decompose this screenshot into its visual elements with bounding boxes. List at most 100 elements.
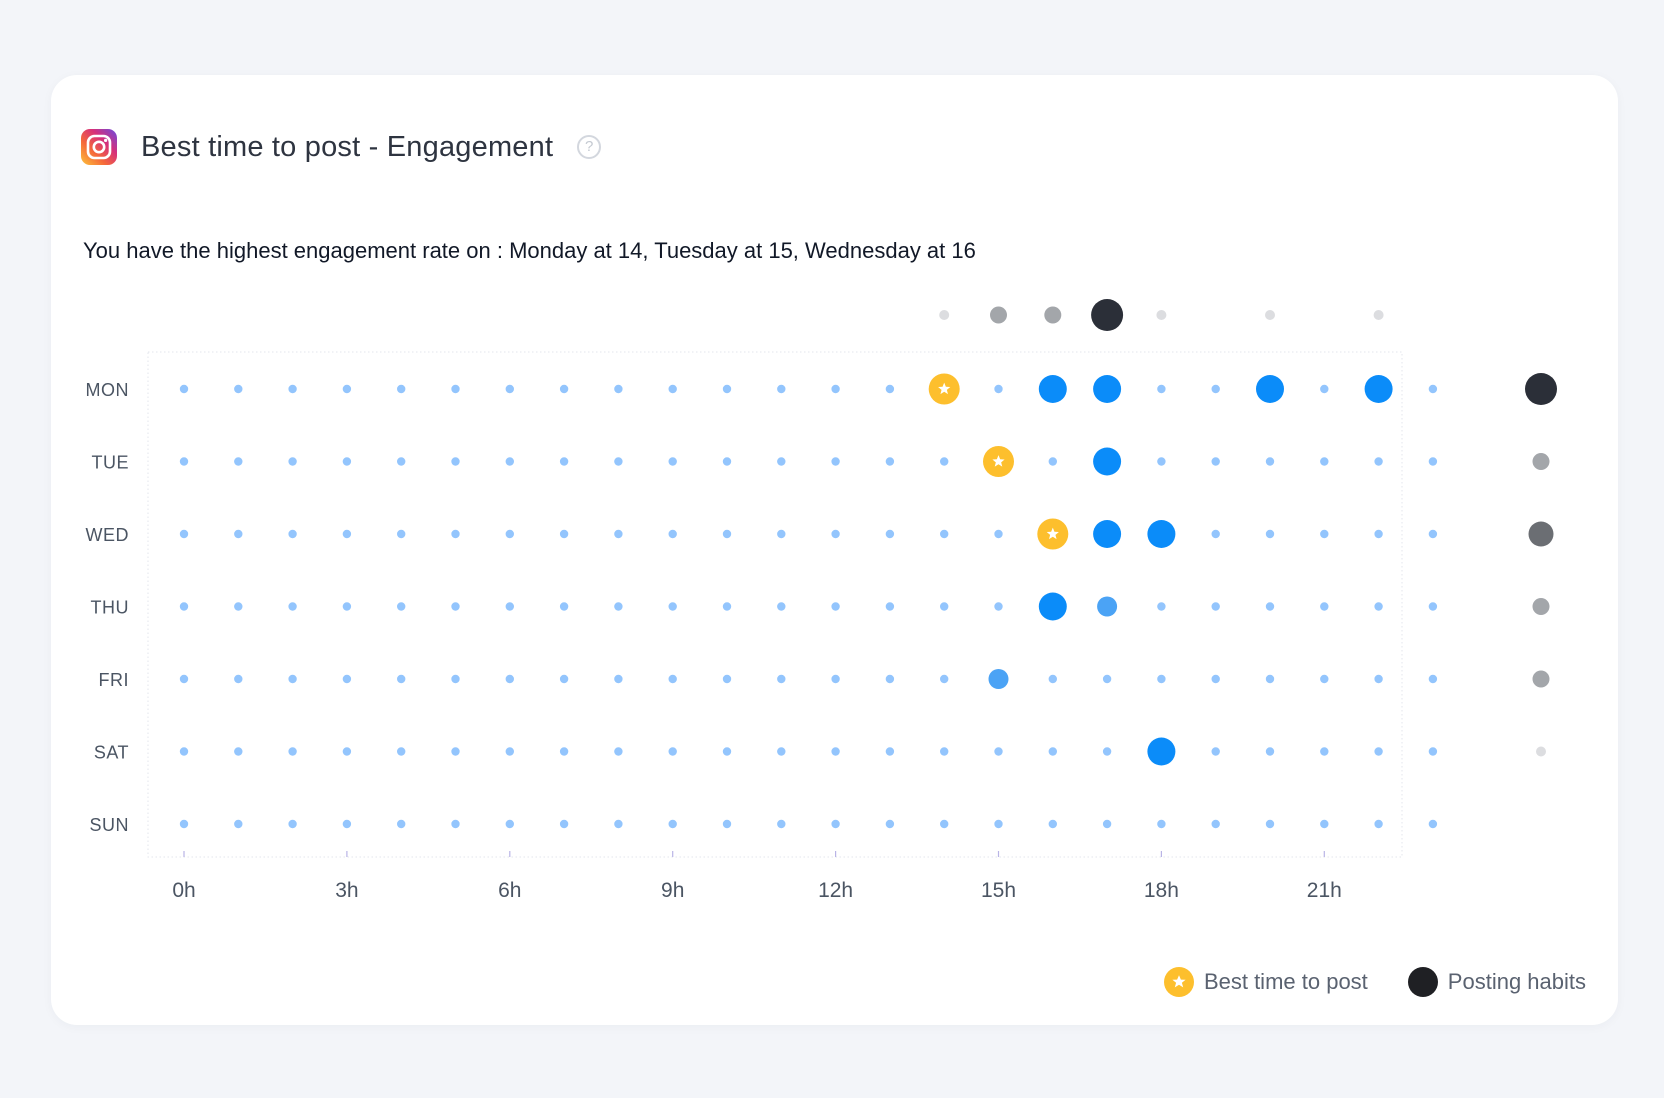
x-tick-label-12: 12h	[818, 879, 853, 902]
engagement-dot-mon-15	[994, 384, 1003, 394]
engagement-dot-sat-23	[1428, 747, 1438, 756]
engagement-dot-tue-9	[668, 457, 677, 466]
engagement-dot-thu-10	[722, 602, 732, 611]
engagement-dot-sun-1	[234, 819, 243, 829]
engagement-dot-sun-19	[1211, 819, 1220, 829]
engagement-dot-tue-21	[1320, 457, 1329, 466]
engagement-dot-fri-13	[885, 674, 895, 684]
engagement-dot-fri-23	[1428, 674, 1438, 684]
engagement-dot-wed-12	[831, 529, 840, 539]
x-tick-label-21: 21h	[1307, 879, 1342, 902]
engagement-dot-fri-9	[668, 674, 677, 684]
engagement-dot-mon-9	[668, 384, 677, 394]
engagement-dot-sat-7	[559, 747, 569, 756]
posting-habit-hour-18	[1156, 310, 1167, 320]
engagement-dot-tue-8	[614, 457, 623, 466]
day-label-sat: SAT	[94, 743, 129, 763]
engagement-dot-thu-5	[451, 602, 460, 611]
engagement-dot-fri-0	[179, 674, 189, 684]
engagement-dot-fri-7	[559, 674, 569, 684]
engagement-dot-mon-7	[559, 384, 569, 394]
engagement-dot-tue-2	[288, 457, 297, 466]
engagement-dot-sat-20	[1265, 747, 1275, 756]
plot-frame	[147, 351, 1403, 858]
day-label-mon: MON	[86, 380, 130, 400]
posting-habit-hour-17	[1091, 299, 1124, 331]
engagement-dot-thu-12	[831, 602, 840, 611]
engagement-dot-wed-15	[994, 529, 1003, 539]
engagement-dot-sat-19	[1211, 747, 1220, 756]
engagement-dot-fri-18	[1157, 674, 1166, 684]
posting-habit-hour-15	[990, 306, 1007, 324]
engagement-dot-tue-11	[777, 457, 786, 466]
engagement-dot-sat-12	[831, 747, 840, 756]
engagement-dot-mon-2	[288, 384, 297, 394]
legend-best-time-label: Best time to post	[1203, 969, 1368, 994]
engagement-dot-wed-7	[559, 529, 569, 539]
posting-habit-hour-22	[1373, 310, 1384, 320]
engagement-dot-fri-2	[288, 674, 297, 684]
engagement-dot-tue-3	[342, 457, 352, 466]
engagement-dot-high-mon-16	[1038, 375, 1067, 403]
engagement-dot-mon-10	[722, 384, 732, 394]
day-label-thu: THU	[91, 598, 130, 618]
engagement-dot-wed-4	[397, 529, 406, 539]
engagement-dot-mon-18	[1157, 384, 1166, 394]
engagement-dot-sun-14	[940, 819, 949, 829]
day-label-tue: TUE	[92, 453, 130, 473]
engagement-dot-sat-5	[451, 747, 460, 756]
engagement-dot-thu-19	[1211, 602, 1220, 611]
engagement-dot-fri-12	[831, 674, 840, 684]
engagement-dot-thu-22	[1374, 602, 1383, 611]
engagement-dot-tue-12	[831, 457, 840, 466]
engagement-dot-thu-8	[614, 602, 623, 611]
engagement-dot-sun-3	[342, 819, 352, 829]
engagement-dot-sat-10	[722, 747, 732, 756]
engagement-dot-thu-9	[668, 602, 677, 611]
engagement-dot-sun-5	[451, 819, 460, 829]
chart-legend: Best time to post Posting habits	[1163, 967, 1586, 997]
engagement-dot-chart: MON TUE WED THU FRI SAT SUN 0h 3h 6h 9h 12h 15h 18h 21…	[86, 299, 1557, 902]
engagement-dot-sat-2	[288, 747, 297, 756]
engagement-dot-tue-16	[1048, 457, 1057, 466]
engagement-dot-fri-14	[940, 674, 949, 684]
engagement-dot-fri-16	[1048, 674, 1057, 684]
engagement-dot-wed-21	[1320, 529, 1329, 539]
legend-posting-habits-swatch	[1407, 967, 1438, 997]
engagement-dot-tue-5	[451, 457, 460, 466]
engagement-dot-tue-18	[1157, 457, 1166, 466]
engagement-dot-sat-17	[1102, 747, 1112, 756]
engagement-dot-wed-10	[722, 529, 732, 539]
engagement-dot-sat-22	[1374, 747, 1383, 756]
engagement-dot-sat-8	[614, 747, 623, 756]
engagement-dot-wed-3	[342, 529, 352, 539]
engagement-dot-sun-17	[1102, 819, 1112, 829]
engagement-dot-high-mon-20	[1256, 375, 1284, 403]
x-tick-label-9: 9h	[661, 879, 684, 902]
engagement-dot-tue-20	[1265, 457, 1275, 466]
engagement-dot-mon-21	[1320, 384, 1329, 394]
engagement-dot-fri-4	[397, 674, 406, 684]
instagram-icon	[81, 129, 117, 165]
engagement-dot-wed-5	[451, 529, 460, 539]
engagement-dot-sun-15	[994, 819, 1003, 829]
help-icon[interactable]: ?	[577, 135, 602, 159]
legend-item-posting-habits: Posting habits	[1407, 967, 1586, 997]
engagement-dot-sat-15	[994, 747, 1003, 756]
engagement-dot-wed-14	[940, 529, 949, 539]
legend-posting-habits-label: Posting habits	[1447, 969, 1586, 994]
engagement-dot-fri-17	[1102, 674, 1112, 684]
engagement-dot-wed-11	[777, 529, 786, 539]
posting-habit-hour-14	[939, 310, 950, 320]
engagement-dot-high-mon-22	[1364, 375, 1393, 403]
engagement-dot-thu-11	[777, 602, 786, 611]
x-tick-label-0: 0h	[172, 879, 195, 902]
best-time-card: Best time to post - Engagement ? You hav…	[51, 75, 1618, 1025]
day-label-fri: FRI	[99, 670, 130, 690]
engagement-dot-thu-13	[885, 602, 895, 611]
engagement-dot-tue-14	[940, 457, 949, 466]
engagement-dot-thu-18	[1157, 602, 1166, 611]
engagement-dot-thu-3	[342, 602, 352, 611]
engagement-dot-tue-0	[179, 457, 189, 466]
card-header: Best time to post - Engagement ?	[81, 125, 602, 169]
